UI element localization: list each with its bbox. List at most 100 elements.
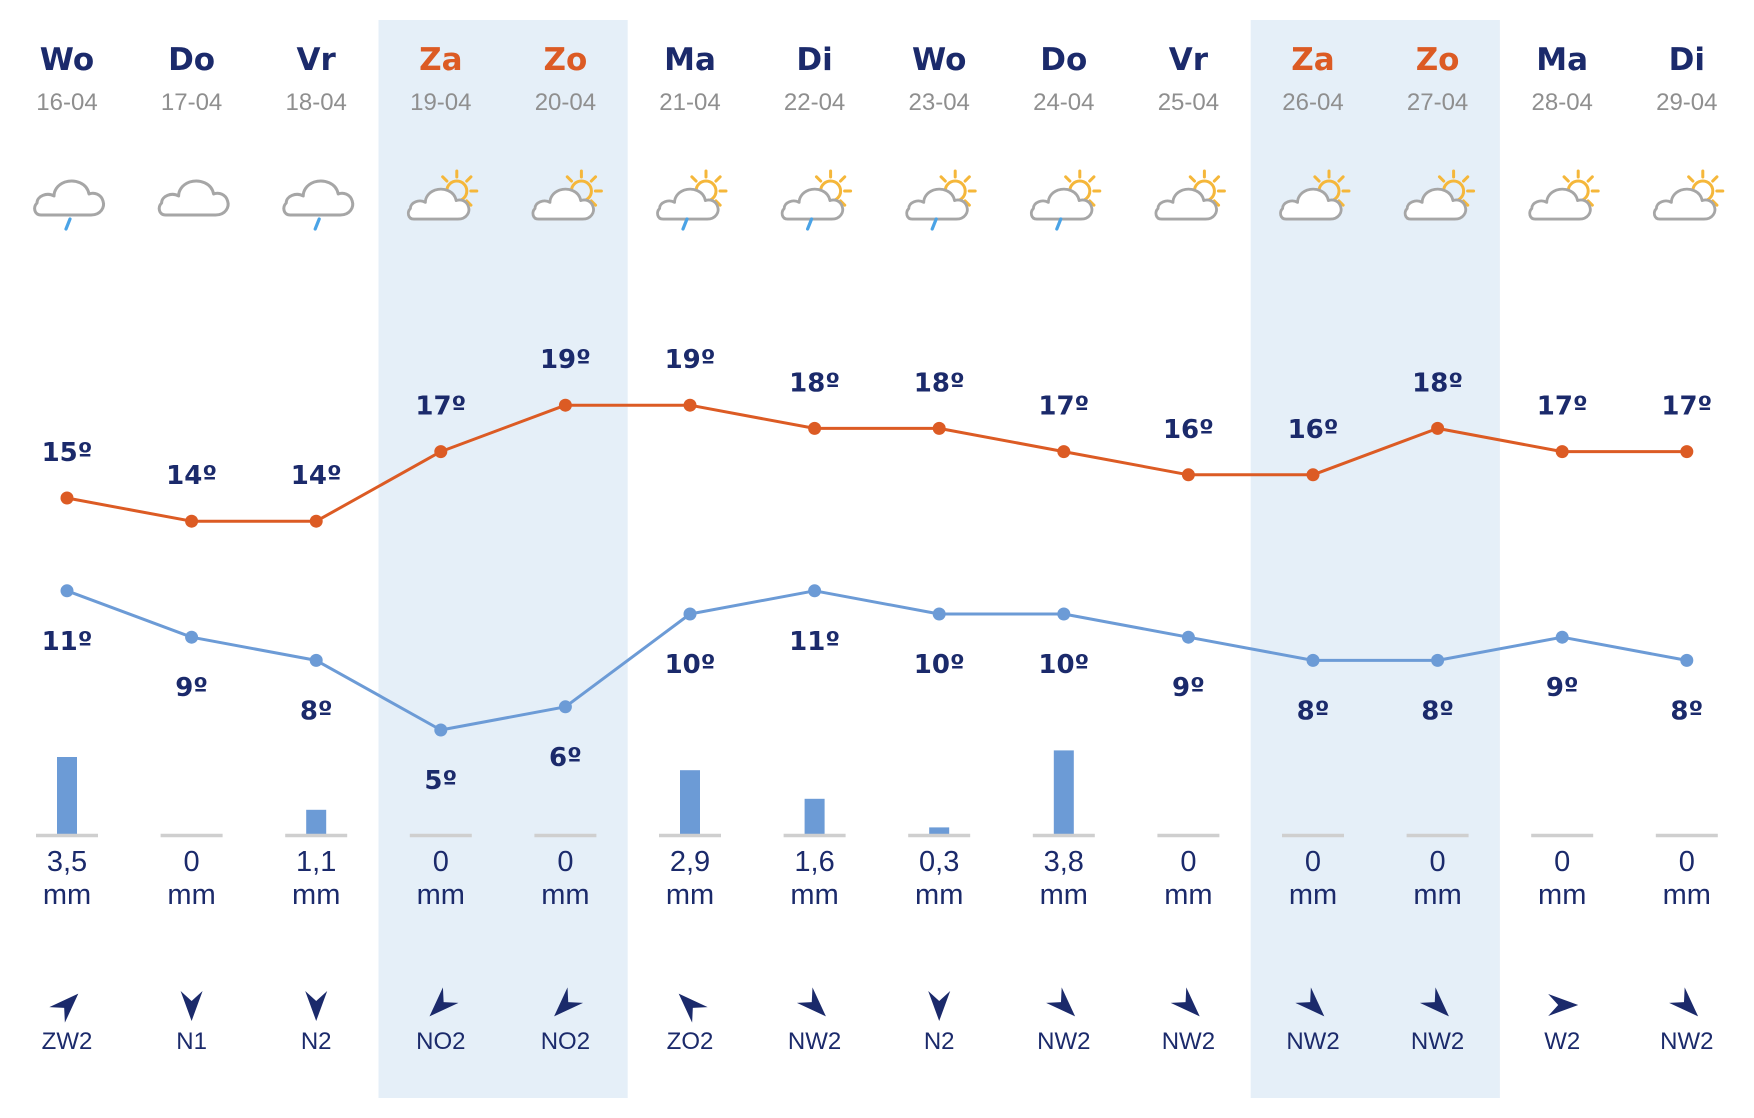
wind-row: ZW2 N1 N2 NO2 NO2 ZO2 NW2 N2 NW2 NW2 NW2 NW2 W2 NW2 <box>42 987 1713 1055</box>
sun-ray <box>1461 175 1470 183</box>
min-temp-series: 11º 9º 8º 5º 6º 10º 11º 10º 10º 9º 8º 8º 9º 8º <box>42 584 1703 796</box>
precipitation-bar <box>57 757 77 834</box>
sun-ray <box>963 199 971 207</box>
min-temp-label: 10º <box>914 650 965 680</box>
max-temp-point <box>683 398 697 412</box>
wind-arrow-icon <box>1669 987 1699 1017</box>
sun-ray <box>1188 175 1197 183</box>
sun-ray <box>1711 175 1719 183</box>
day-date: 18-04 <box>286 89 347 116</box>
wind-label: N2 <box>301 1028 332 1055</box>
wind-label: N2 <box>924 1028 955 1055</box>
precipitation-unit: mm <box>1413 879 1461 911</box>
sun-ray <box>1461 199 1470 207</box>
cloud-icon <box>780 187 845 221</box>
sun-cloud-icon <box>406 169 479 221</box>
wind-arrow-icon <box>796 987 826 1017</box>
sun-ray <box>714 199 722 207</box>
min-temp-label: 8º <box>1421 696 1454 726</box>
sun-cloud-rain-icon <box>1029 169 1102 231</box>
day-name: Zo <box>544 42 588 78</box>
wind-arrow-icon <box>1419 987 1449 1017</box>
max-temp-label: 18º <box>1412 368 1463 398</box>
max-temp-label: 15º <box>42 438 93 468</box>
day-name: Ma <box>664 42 716 78</box>
weather-icons <box>33 169 1725 231</box>
min-temp-point <box>1431 653 1445 667</box>
wind-arrow-icon <box>554 987 584 1017</box>
wind-arrow-shape <box>180 991 203 1021</box>
min-temp-point <box>558 700 572 714</box>
cloud-shape <box>656 187 720 221</box>
wind-label: NW2 <box>788 1028 841 1055</box>
wind-label: NW2 <box>1660 1028 1713 1055</box>
wind-label: ZO2 <box>667 1028 714 1055</box>
min-temp-point <box>434 723 448 737</box>
cloud-shape <box>1279 187 1343 221</box>
min-temp-point <box>60 584 74 598</box>
min-temp-label: 8º <box>300 696 333 726</box>
sun-cloud-icon <box>1279 169 1351 221</box>
cloud-shape <box>1528 187 1592 221</box>
min-temp-label: 10º <box>665 650 716 680</box>
wind-arrow-shape <box>305 991 328 1021</box>
sun-ray <box>838 199 847 207</box>
min-temp-label: 8º <box>1670 696 1703 726</box>
max-temp-label: 17º <box>1038 392 1089 422</box>
wind-arrow-icon <box>49 993 79 1023</box>
max-temp-label: 14º <box>291 461 342 491</box>
wind-arrow-shape <box>1548 994 1579 1016</box>
min-temp-point <box>1680 653 1694 667</box>
day-name: Do <box>168 42 215 78</box>
sun-cloud-icon <box>1154 169 1226 221</box>
day-date: 16-04 <box>36 89 97 116</box>
min-temp-point <box>1057 607 1071 621</box>
sun-ray <box>1064 175 1072 183</box>
wind-label: W2 <box>1544 1028 1580 1055</box>
cloud-rain-icon <box>282 179 355 231</box>
precipitation-value: 0 <box>1430 846 1446 878</box>
cloud-shape <box>905 187 969 221</box>
wind-arrow-icon <box>928 991 951 1021</box>
max-temp-label: 18º <box>789 368 840 398</box>
wind-arrow-shape <box>1170 987 1200 1017</box>
sun-cloud-icon <box>531 169 603 221</box>
sun-ray <box>1337 199 1345 207</box>
min-temp-label: 5º <box>424 766 457 796</box>
cloud-shape <box>531 187 595 221</box>
cloud-shape <box>1029 187 1094 221</box>
raindrop-icon <box>930 217 938 231</box>
cloud-icon <box>1029 187 1094 221</box>
max-temp-point <box>60 491 74 505</box>
min-temp-label: 10º <box>1038 650 1089 680</box>
precipitation-unit: mm <box>43 879 91 911</box>
precipitation-bar <box>306 809 327 834</box>
precipitation-unit: mm <box>167 879 215 911</box>
max-temp-point <box>932 421 946 435</box>
precipitation-value: 2,9 <box>670 846 710 878</box>
max-temp-point <box>1431 421 1445 435</box>
cloud-icon <box>1652 187 1717 221</box>
max-temp-point <box>309 514 323 528</box>
cloud-shape <box>406 187 471 221</box>
day-name: Za <box>1291 42 1334 78</box>
max-temp-point <box>1680 445 1694 459</box>
cloud-shape <box>1403 187 1468 221</box>
wind-label: ZW2 <box>42 1028 93 1055</box>
wind-label: NO2 <box>416 1028 465 1055</box>
sun-ray <box>465 199 473 207</box>
precipitation-bar <box>1053 750 1074 834</box>
max-temp-label: 18º <box>914 368 965 398</box>
wind-arrow-icon <box>305 991 328 1021</box>
precipitation-value: 0 <box>1305 846 1321 878</box>
sun-ray <box>565 175 574 183</box>
cloud-icon <box>1154 187 1218 221</box>
wind-arrow-shape <box>1295 987 1325 1017</box>
cloud-icon <box>157 179 230 217</box>
max-temp-label: 16º <box>1163 415 1214 445</box>
precipitation-unit: mm <box>1040 879 1088 911</box>
max-temp-line <box>66 403 1687 523</box>
precipitation-value: 0 <box>184 846 200 878</box>
raindrop-icon <box>805 217 814 231</box>
max-temp-label: 17º <box>1661 392 1712 422</box>
